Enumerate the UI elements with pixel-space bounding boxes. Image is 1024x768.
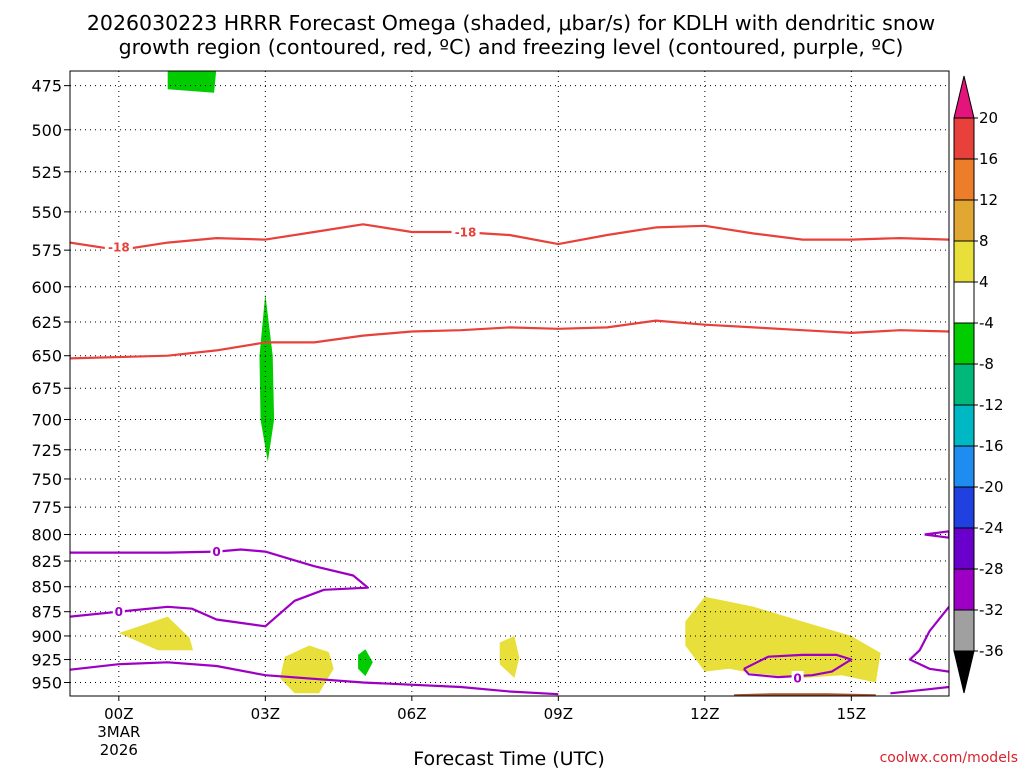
colorbar-bin (953, 199, 975, 242)
chart-title-line-1: 2026030223 HRRR Forecast Omega (shaded, … (87, 11, 935, 35)
colorbar-max-arrow (953, 75, 975, 119)
colorbar-label: -28 (979, 560, 1004, 578)
y-tick-label: 750 (31, 470, 62, 489)
colorbar-label: -24 (979, 519, 1004, 537)
dgz-upper-label: -18 (108, 241, 130, 255)
y-tick-label: 700 (31, 411, 62, 430)
colorbar-label: -36 (979, 642, 1004, 660)
dgz-upper-contour (70, 223, 949, 252)
x-axis-title: Forecast Time (UTC) (413, 748, 604, 768)
y-tick-label: 475 (31, 77, 62, 96)
colorbar-bin (953, 322, 975, 365)
freezing-upper-contour (70, 548, 369, 628)
x-tick-label: 12Z (690, 705, 719, 723)
colorbar-bin (953, 527, 975, 570)
colorbar-bin (953, 240, 975, 283)
freezing-upper-label: 0 (115, 605, 123, 619)
colorbar-label: 4 (979, 273, 989, 291)
omega-sinking-region (685, 596, 881, 683)
colorbar-bin (953, 281, 975, 324)
y-tick-label: 725 (31, 441, 62, 460)
gridlines (70, 71, 949, 696)
freezing-upper-label: 0 (212, 545, 220, 559)
y-tick-label: 525 (31, 163, 62, 182)
y-tick-label: 925 (31, 651, 62, 670)
y-tick-label: 875 (31, 603, 62, 622)
omega-sinking-region (118, 616, 194, 651)
dgz-upper-label: -18 (455, 225, 477, 239)
omega-colorbar: 20 16 12 8 4 -4 -8 -12 -16 -20 -24 -28 -32 -36 (953, 75, 1004, 694)
colorbar-bin (953, 568, 975, 611)
x-tick-label: 00Z (104, 705, 133, 723)
freezing-loop-label-bg (791, 670, 804, 685)
y-tick-label: 850 (31, 578, 62, 597)
ground-bump (734, 693, 876, 696)
omega-sinking-region (499, 636, 520, 678)
colorbar-label: 12 (979, 191, 998, 209)
colorbar-label: -32 (979, 601, 1004, 619)
y-tick-label: 900 (31, 627, 62, 646)
y-tick-label: 675 (31, 379, 62, 398)
freezing-right-top-contour (924, 530, 949, 539)
colorbar-label: -4 (979, 314, 994, 332)
x-tick-label: 03Z (251, 705, 280, 723)
colorbar-label: -20 (979, 478, 1004, 496)
colorbar-label: -8 (979, 355, 994, 373)
x-date-line-1: 3MAR (97, 723, 140, 741)
colorbar-label: 16 (979, 150, 998, 168)
chart-title-line-2: growth region (contoured, red, ºC) and f… (119, 35, 904, 59)
colorbar-label: 8 (979, 232, 989, 250)
x-date-line-2: 2026 (100, 741, 138, 759)
y-tick-label: 625 (31, 313, 62, 332)
y-tick-label: 650 (31, 347, 62, 366)
pressure-axis: 475 500 525 550 575 600 625 650 675 700 725 750 775 8… (31, 77, 70, 693)
omega-shading-layer (118, 71, 881, 694)
omega-rising-region (259, 293, 275, 462)
colorbar-bin (953, 445, 975, 488)
freezing-upper-label-bg (112, 604, 125, 619)
colorbar-label: -12 (979, 396, 1004, 414)
freezing-loop-contour (743, 653, 853, 679)
contour-layer: -18 -18 0 0 0 (70, 223, 949, 696)
omega-rising-region (167, 71, 217, 93)
plot-frame (69, 70, 950, 697)
y-tick-label: 800 (31, 526, 62, 545)
colorbar-bin (953, 609, 975, 652)
dgz-lower-contour (70, 319, 949, 360)
colorbar-bin (953, 158, 975, 201)
source-credit: coolwx.com/models (880, 750, 1018, 766)
colorbar-bin (953, 117, 975, 160)
ground-layer (70, 693, 949, 701)
colorbar-bin (953, 486, 975, 529)
colorbar-bin (953, 363, 975, 406)
y-tick-label: 950 (31, 674, 62, 693)
freezing-lower-contour (70, 661, 559, 696)
freezing-upper-label-bg (210, 544, 223, 559)
colorbar-bin (953, 404, 975, 447)
freezing-right-bottom-contour (908, 606, 949, 673)
y-tick-label: 775 (31, 498, 62, 517)
freezing-loop-label: 0 (793, 671, 801, 685)
dgz-upper-label-bg (104, 240, 133, 255)
omega-rising-region (358, 649, 373, 677)
y-tick-label: 575 (31, 241, 62, 260)
dgz-upper-label-bg (451, 224, 480, 239)
y-tick-label: 600 (31, 278, 62, 297)
colorbar-label: -16 (979, 437, 1004, 455)
freezing-surface-contour (890, 685, 949, 695)
x-tick-label: 06Z (397, 705, 426, 723)
y-tick-label: 500 (31, 121, 62, 140)
x-tick-label: 09Z (544, 705, 573, 723)
y-tick-label: 825 (31, 552, 62, 571)
omega-sinking-region (280, 645, 334, 694)
colorbar-min-arrow (953, 650, 975, 694)
y-tick-label: 550 (31, 203, 62, 222)
x-tick-label: 15Z (837, 705, 866, 723)
colorbar-label: 20 (979, 109, 998, 127)
ground-strip (70, 698, 949, 701)
